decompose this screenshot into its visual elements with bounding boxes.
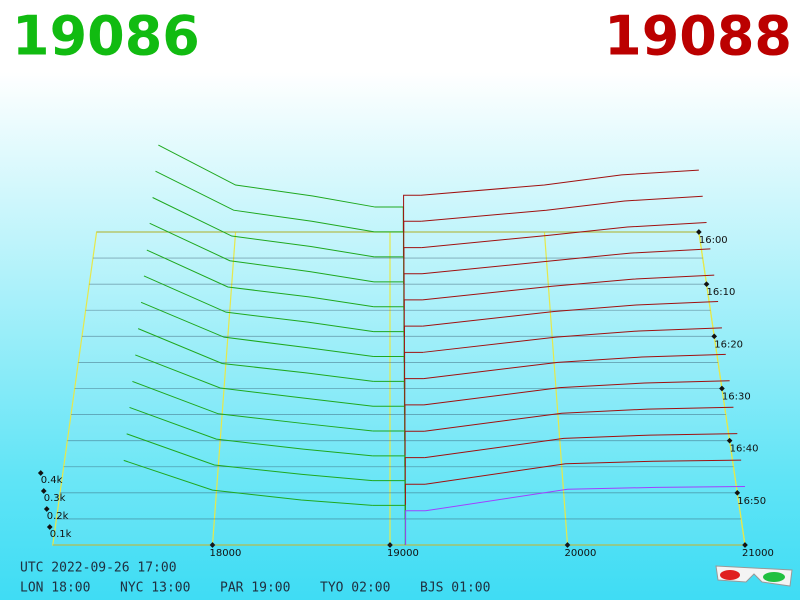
bid-depth-line [126, 433, 373, 482]
ask-rise [404, 378, 424, 415]
ask-rise [404, 430, 425, 467]
time-tick-label: 16:00 [699, 235, 728, 246]
tick-dot [209, 542, 216, 548]
city-time: PAR 19:00 [220, 581, 290, 596]
time-tick-dot [703, 281, 710, 287]
x-tick-label: 21000 [742, 548, 774, 559]
bid-price: 19086 [12, 5, 200, 68]
ask-depth-line [423, 380, 730, 406]
city-time: BJS 01:00 [420, 581, 490, 596]
city-time: LON 18:00 [20, 581, 90, 596]
x-tick-label: 20000 [565, 548, 597, 559]
bid-depth-line [146, 249, 374, 308]
ask-depth-line [425, 459, 742, 485]
x-tick-label: 18000 [210, 548, 242, 559]
ask-depth-line [422, 301, 719, 327]
bid-depth-line [152, 197, 375, 258]
bid-depth-line [140, 301, 374, 358]
z-tick-label: 0.4k [41, 475, 63, 486]
ask-rise [405, 510, 426, 545]
ask-price: 19088 [604, 5, 792, 68]
z-tick-label: 0.3k [44, 493, 66, 504]
bid-drop [374, 206, 404, 232]
city-time: TYO 02:00 [320, 581, 390, 596]
ask-depth-line [422, 274, 715, 301]
utc-time: UTC 2022-09-26 17:00 [20, 561, 177, 576]
ask-depth-line [424, 406, 734, 432]
time-tick-label: 16:40 [730, 444, 759, 455]
ask-depth-line [423, 353, 726, 380]
time-tick-dot [719, 385, 725, 392]
ask-depth-line [425, 486, 746, 512]
ask-depth-line [421, 222, 707, 249]
bid-depth-line [137, 328, 374, 382]
bid-depth-line [129, 406, 373, 457]
glasses-icon [715, 565, 793, 587]
bid-depth-line [135, 354, 374, 407]
z-tick-dot [46, 524, 53, 530]
z-tick-label: 0.1k [50, 529, 72, 540]
ask-rise [404, 351, 424, 389]
time-tick-label: 16:10 [707, 287, 736, 298]
ask-rise [403, 220, 422, 259]
time-tick-label: 16:50 [737, 496, 766, 507]
time-tick-label: 16:20 [714, 339, 743, 350]
bid-depth-line [132, 380, 373, 432]
tick-dot [742, 542, 748, 548]
ask-rise [403, 247, 422, 285]
tick-dot [564, 542, 571, 548]
city-time: NYC 13:00 [120, 581, 190, 596]
ask-depth-line [421, 248, 711, 275]
bid-depth-line [155, 170, 375, 233]
ask-rise [403, 194, 421, 232]
ask-depth-line [424, 433, 738, 459]
bid-depth-line [149, 222, 375, 283]
ask-rise [403, 325, 423, 363]
time-tick-dot [711, 333, 718, 340]
time-tick-label: 16:30 [722, 392, 751, 403]
bid-depth-line [143, 275, 374, 333]
ask-depth-line [420, 169, 699, 196]
tick-dot [387, 542, 393, 548]
bid-depth-line [158, 144, 375, 208]
x-tick-label: 19000 [387, 548, 419, 559]
z-tick-label: 0.2k [47, 511, 69, 522]
ask-rise [403, 299, 423, 337]
bid-depth-line [123, 459, 373, 506]
time-tick-dot [696, 229, 702, 235]
ask-depth-line [421, 195, 703, 222]
time-tick-dot [726, 437, 733, 444]
ask-rise [403, 273, 423, 311]
ask-depth-line [423, 327, 722, 353]
time-tick-dot [734, 490, 741, 496]
ask-rise [404, 404, 424, 441]
